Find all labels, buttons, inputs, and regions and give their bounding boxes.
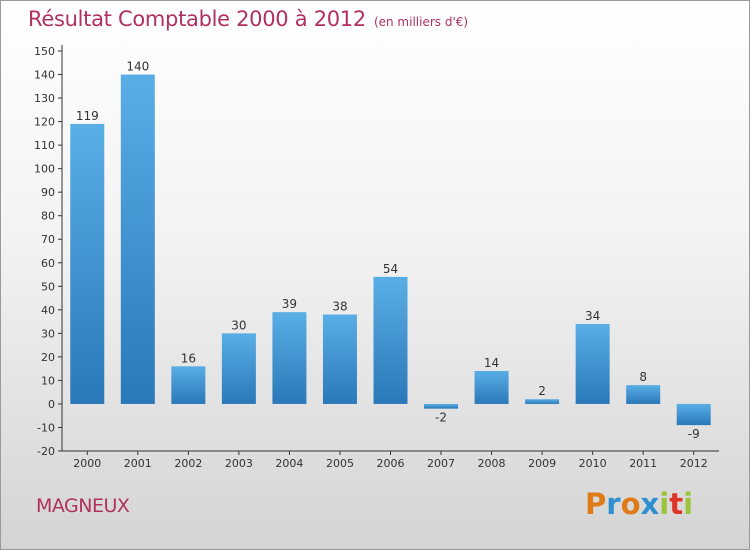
y-tick-label: 60 <box>41 257 55 270</box>
bar <box>676 403 711 426</box>
x-tick-label: 2012 <box>680 457 708 470</box>
y-tick-label: 10 <box>41 374 55 387</box>
y-tick-label: 150 <box>34 45 55 58</box>
x-tick-label: 2008 <box>478 457 506 470</box>
data-label: 8 <box>639 370 647 384</box>
bar <box>474 371 509 404</box>
x-tick-label: 2001 <box>124 457 152 470</box>
data-label: 39 <box>282 297 297 311</box>
bar <box>575 323 610 404</box>
data-label: 34 <box>585 309 600 323</box>
logo-letter: i <box>659 487 670 521</box>
bar <box>272 312 307 404</box>
y-tick-label: 70 <box>41 233 55 246</box>
chart-title-text: Résultat Comptable 2000 à 2012 <box>28 7 366 31</box>
chart-title: Résultat Comptable 2000 à 2012 (en millie… <box>28 7 468 31</box>
bar <box>70 123 105 404</box>
logo-letter: t <box>669 487 684 521</box>
data-label: -2 <box>435 411 447 425</box>
x-tick-label: 2005 <box>326 457 354 470</box>
data-label: 16 <box>181 351 196 365</box>
data-label: 30 <box>231 318 246 332</box>
logo-letter: o <box>620 487 641 521</box>
y-tick-label: 30 <box>41 327 55 340</box>
logo-letter: P <box>585 487 607 521</box>
x-tick-label: 2003 <box>225 457 253 470</box>
bar <box>373 276 408 404</box>
x-tick-label: 2006 <box>377 457 405 470</box>
logo-letter: r <box>606 487 621 521</box>
y-tick-label: 90 <box>41 186 55 199</box>
bar <box>626 385 661 404</box>
x-tick-label: 2000 <box>73 457 101 470</box>
bar <box>171 366 206 404</box>
bar <box>322 314 357 404</box>
bar <box>221 333 256 404</box>
data-label: -9 <box>688 427 700 441</box>
data-label: 54 <box>383 262 398 276</box>
y-tick-label: 100 <box>34 163 55 176</box>
y-tick-label: 0 <box>48 398 55 411</box>
bar <box>120 74 155 404</box>
data-label: 140 <box>126 60 149 74</box>
y-tick-label: 80 <box>41 210 55 223</box>
x-tick-label: 2011 <box>629 457 657 470</box>
data-label: 2 <box>538 384 546 398</box>
bar <box>525 399 560 404</box>
logo-letter: x <box>640 487 660 521</box>
y-tick-label: 140 <box>34 69 55 82</box>
logo-letter: i <box>683 487 694 521</box>
y-tick-label: 110 <box>34 139 55 152</box>
x-tick-label: 2007 <box>427 457 455 470</box>
y-tick-label: 130 <box>34 92 55 105</box>
x-tick-label: 2010 <box>579 457 607 470</box>
y-tick-label: 40 <box>41 304 55 317</box>
y-tick-label: 50 <box>41 280 55 293</box>
y-tick-label: 120 <box>34 116 55 129</box>
y-tick-label: -10 <box>37 421 55 434</box>
place-name: MAGNEUX <box>36 495 130 517</box>
y-tick-label: -20 <box>37 445 55 458</box>
data-label: 119 <box>76 109 99 123</box>
bar <box>424 403 459 409</box>
data-label: 14 <box>484 356 499 370</box>
x-tick-label: 2004 <box>275 457 303 470</box>
data-label: 38 <box>332 300 347 314</box>
x-tick-label: 2009 <box>528 457 556 470</box>
chart-subtitle: (en milliers d'€) <box>373 15 469 29</box>
y-tick-label: 20 <box>41 351 55 364</box>
x-tick-label: 2002 <box>174 457 202 470</box>
proxiti-logo: Proxiti <box>585 487 693 521</box>
